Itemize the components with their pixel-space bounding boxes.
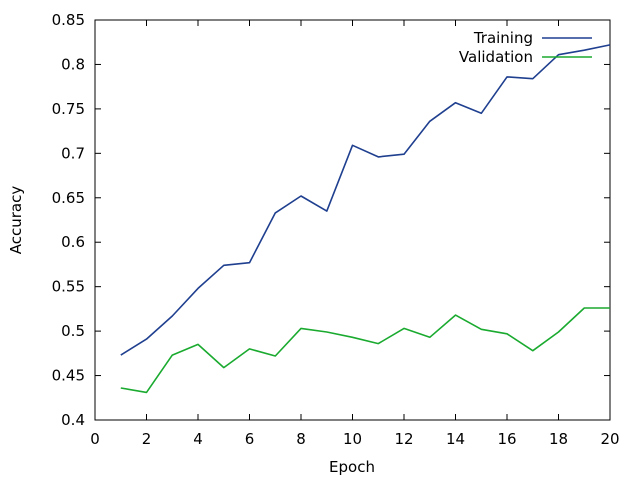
x-tick-label: 20 <box>600 430 619 448</box>
y-axis: 0.4 0.45 0.5 0.55 0.6 0.65 0.7 0.75 0.8 0.85 <box>52 11 610 429</box>
x-tick-label: 2 <box>142 430 152 448</box>
x-tick-label: 4 <box>193 430 203 448</box>
x-tick-label: 14 <box>446 430 465 448</box>
x-tick-label: 8 <box>296 430 306 448</box>
y-tick-label: 0.8 <box>61 55 85 73</box>
y-tick-label: 0.85 <box>52 11 85 29</box>
series-layer <box>120 44 611 394</box>
y-tick-label: 0.55 <box>52 278 85 296</box>
series-line-validation <box>120 307 610 394</box>
y-tick-label: 0.4 <box>61 411 85 429</box>
x-tick-label: 12 <box>394 430 413 448</box>
series-line-training <box>120 44 611 356</box>
x-axis: 0 2 4 6 8 10 12 14 16 18 20 <box>90 20 620 448</box>
plot-area <box>94 19 611 421</box>
plot-frame <box>94 19 611 421</box>
x-tick-label: 6 <box>245 430 255 448</box>
x-tick-label: 10 <box>343 430 362 448</box>
y-tick-label: 0.6 <box>61 233 85 251</box>
x-tick-label: 0 <box>90 430 100 448</box>
x-tick-label: 18 <box>549 430 568 448</box>
y-tick-label: 0.75 <box>52 100 85 118</box>
legend-label-validation: Validation <box>459 48 533 66</box>
y-tick-label: 0.5 <box>61 322 85 340</box>
legend-label-training: Training <box>473 29 533 47</box>
y-axis-title: Accuracy <box>7 186 25 255</box>
x-axis-title: Epoch <box>329 458 375 476</box>
y-tick-label: 0.7 <box>61 144 85 162</box>
y-tick-label: 0.65 <box>52 189 85 207</box>
y-tick-label: 0.45 <box>52 367 85 385</box>
x-tick-label: 16 <box>497 430 516 448</box>
